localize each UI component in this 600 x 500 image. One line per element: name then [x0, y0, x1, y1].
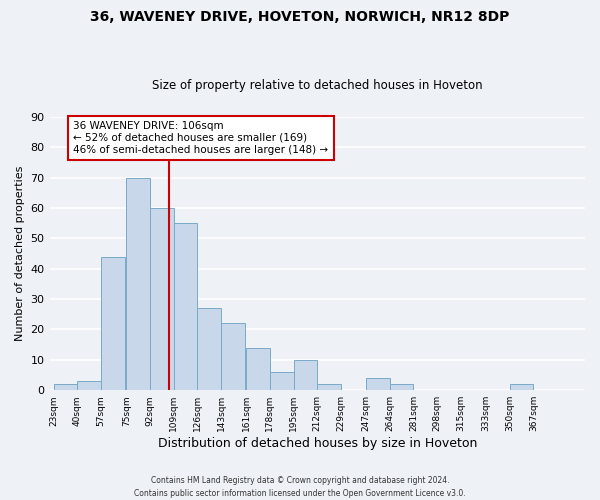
- Title: Size of property relative to detached houses in Hoveton: Size of property relative to detached ho…: [152, 79, 482, 92]
- Bar: [510, 384, 533, 390]
- Text: 36 WAVENEY DRIVE: 106sqm
← 52% of detached houses are smaller (169)
46% of semi-: 36 WAVENEY DRIVE: 106sqm ← 52% of detach…: [73, 122, 328, 154]
- Bar: [101, 256, 125, 390]
- X-axis label: Distribution of detached houses by size in Hoveton: Distribution of detached houses by size …: [158, 437, 477, 450]
- Bar: [77, 381, 101, 390]
- Y-axis label: Number of detached properties: Number of detached properties: [15, 166, 25, 341]
- Bar: [126, 178, 150, 390]
- Bar: [390, 384, 413, 390]
- Bar: [173, 223, 197, 390]
- Bar: [317, 384, 341, 390]
- Bar: [270, 372, 293, 390]
- Bar: [54, 384, 77, 390]
- Text: 36, WAVENEY DRIVE, HOVETON, NORWICH, NR12 8DP: 36, WAVENEY DRIVE, HOVETON, NORWICH, NR1…: [91, 10, 509, 24]
- Text: Contains HM Land Registry data © Crown copyright and database right 2024.
Contai: Contains HM Land Registry data © Crown c…: [134, 476, 466, 498]
- Bar: [150, 208, 173, 390]
- Bar: [197, 308, 221, 390]
- Bar: [366, 378, 390, 390]
- Bar: [246, 348, 270, 390]
- Bar: [293, 360, 317, 390]
- Bar: [221, 324, 245, 390]
